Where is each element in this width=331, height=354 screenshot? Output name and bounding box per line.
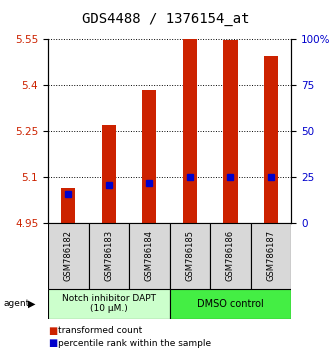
Text: GSM786185: GSM786185 [185, 230, 194, 281]
Text: percentile rank within the sample: percentile rank within the sample [58, 339, 211, 348]
Text: ■: ■ [48, 326, 57, 336]
Text: Notch inhibitor DAPT
(10 μM.): Notch inhibitor DAPT (10 μM.) [62, 294, 156, 313]
Bar [129, 223, 169, 289]
Bar [210, 223, 251, 289]
Bar [88, 223, 129, 289]
Bar [48, 289, 169, 319]
Bar [251, 223, 291, 289]
Text: GSM786183: GSM786183 [104, 230, 113, 281]
Text: ▶: ▶ [28, 298, 35, 309]
Text: GSM786182: GSM786182 [64, 230, 73, 281]
Bar [142, 90, 157, 223]
Bar [264, 56, 278, 223]
Text: DMSO control: DMSO control [197, 298, 264, 309]
Text: GSM786184: GSM786184 [145, 230, 154, 281]
Text: ■: ■ [48, 338, 57, 348]
Text: GDS4488 / 1376154_at: GDS4488 / 1376154_at [82, 12, 249, 27]
Bar [169, 289, 291, 319]
Text: agent: agent [3, 299, 29, 308]
Bar [48, 223, 88, 289]
Bar [169, 223, 210, 289]
Text: GSM786187: GSM786187 [266, 230, 275, 281]
Bar [183, 38, 197, 223]
Bar [223, 40, 238, 223]
Bar [61, 188, 75, 223]
Text: GSM786186: GSM786186 [226, 230, 235, 281]
Bar [102, 125, 116, 223]
Text: transformed count: transformed count [58, 326, 142, 336]
